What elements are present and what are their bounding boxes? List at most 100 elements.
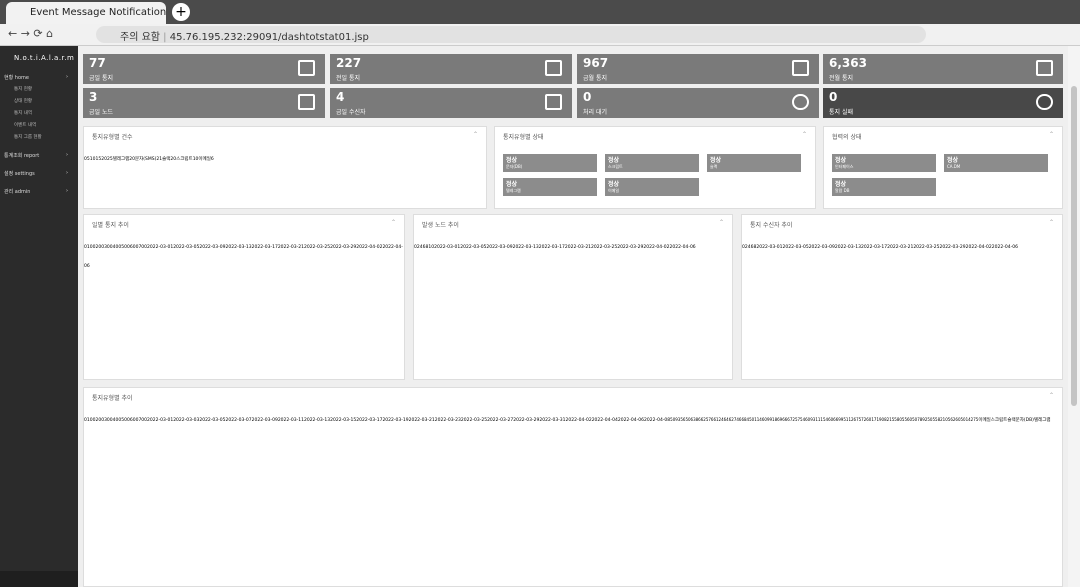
nav-buttons[interactable]: ← → ⟳ ⌂ bbox=[8, 27, 54, 40]
stat-label: 금일 노드 bbox=[89, 109, 113, 116]
chart-panel: 발생 노드 추이 ⌃ 02468102022-03-012022-03-052022… bbox=[413, 214, 733, 380]
data-label: 75 bbox=[856, 417, 862, 422]
x-tick-label: 2022-03-13 bbox=[834, 245, 861, 250]
menu-item[interactable]: 관리 admin bbox=[4, 189, 31, 195]
x-tick-label: 0 bbox=[84, 157, 87, 162]
x-tick-label: 2022-03-23 bbox=[434, 418, 461, 423]
tile-status: 정상 bbox=[506, 157, 518, 164]
menu-item[interactable]: 설정 settings bbox=[4, 171, 35, 177]
y-tick-label: 300 bbox=[104, 418, 113, 423]
data-label: 111 bbox=[815, 417, 823, 422]
submenu-item[interactable]: 통지 그룹 현황 bbox=[14, 135, 42, 140]
url: 45.76.195.232:29091/dashtotstat01.jsp bbox=[169, 32, 369, 43]
stat-icon bbox=[298, 94, 315, 110]
y-tick-label: 8 bbox=[753, 245, 757, 250]
y-tick-label: 400 bbox=[112, 418, 122, 423]
x-tick-label: 20 bbox=[101, 157, 107, 162]
legend-label[interactable]: 문자(DB) bbox=[1015, 418, 1034, 423]
data-label: 72 bbox=[861, 417, 867, 422]
data-label: 50 bbox=[912, 417, 918, 422]
data-label: 75 bbox=[973, 417, 979, 422]
data-label: 63 bbox=[690, 417, 696, 422]
collapse-toggle[interactable]: ⌃ bbox=[1048, 392, 1054, 399]
data-label: 50 bbox=[670, 417, 676, 422]
x-tick-label: 2022-03-15 bbox=[330, 418, 357, 423]
data-label: 105 bbox=[942, 417, 951, 422]
menu-caret: › bbox=[66, 170, 68, 176]
x-tick-label: 2022-03-09 bbox=[486, 245, 513, 250]
y-tick-label: 100 bbox=[86, 418, 96, 423]
submenu-item[interactable]: 이벤트 내역 bbox=[14, 123, 37, 128]
data-label: 60 bbox=[805, 417, 811, 422]
data-label: 82 bbox=[937, 417, 943, 422]
new-tab[interactable]: + bbox=[172, 3, 190, 21]
data-label: 54 bbox=[800, 417, 806, 422]
collapse-toggle[interactable]: ⌃ bbox=[390, 219, 396, 226]
y-tick-label: 300 bbox=[104, 245, 113, 250]
tile-name: 문자(DB) bbox=[506, 164, 523, 169]
x-tick-label: 2022-03-01 bbox=[147, 418, 174, 423]
data-label: 72 bbox=[789, 417, 795, 422]
scrollbar[interactable] bbox=[1068, 46, 1080, 587]
status-tile: 정상 CA.DM bbox=[944, 154, 1048, 172]
tile-status: 정상 bbox=[835, 181, 847, 188]
submenu-item[interactable]: 통지 현황 bbox=[14, 87, 32, 92]
stat-value: 77 bbox=[89, 56, 106, 70]
tile-status: 정상 bbox=[710, 157, 722, 164]
tile-status: 정상 bbox=[608, 181, 620, 188]
legend-label[interactable]: 스크립트 bbox=[990, 418, 1008, 423]
data-label: 84 bbox=[744, 417, 750, 422]
submenu-item[interactable]: 통지 내역 bbox=[14, 111, 32, 116]
data-label: 96 bbox=[779, 417, 785, 422]
chart: 024682022-03-012022-03-052022-03-092022-… bbox=[742, 233, 1018, 252]
status-tile: 정상 인터페이스 bbox=[832, 154, 936, 172]
tile-name: 텔레그램 bbox=[506, 188, 521, 193]
y-tick-label: 100 bbox=[86, 245, 96, 250]
x-tick-label: 2022-03-29 bbox=[939, 245, 966, 250]
data-label: 50 bbox=[960, 417, 966, 422]
collapse-toggle[interactable]: ⌃ bbox=[472, 131, 478, 138]
y-tick-label: 8 bbox=[425, 245, 429, 250]
collapse-toggle[interactable]: ⌃ bbox=[801, 131, 807, 138]
tile-status: 정상 bbox=[835, 157, 847, 164]
legend-label[interactable]: 슬랙 bbox=[1007, 418, 1016, 423]
tile-name: 이메일 bbox=[608, 188, 620, 193]
status-tile: 정상 문자(DB) bbox=[503, 154, 597, 172]
x-tick-label: 2022-03-01 bbox=[434, 245, 461, 250]
stat-card: 967 금월 통지 bbox=[577, 54, 819, 84]
collapse-toggle[interactable]: ⌃ bbox=[718, 219, 724, 226]
url-field[interactable]: 주의 요함 | 45.76.195.232:29091/dashtotstat0… bbox=[96, 26, 926, 43]
x-tick-label: 2022-03-27 bbox=[487, 418, 514, 423]
y-tick-label: 텔레그램 bbox=[112, 157, 130, 162]
legend-label[interactable]: 텔레그램 bbox=[1033, 418, 1051, 423]
collapse-toggle[interactable]: ⌃ bbox=[1048, 219, 1054, 226]
tile-status: 정상 bbox=[947, 157, 959, 164]
y-tick-label: 400 bbox=[112, 245, 122, 250]
data-label: 142 bbox=[965, 417, 974, 422]
stat-label: 금일 수신자 bbox=[336, 109, 366, 116]
stat-card: 77 금일 통지 bbox=[83, 54, 325, 84]
chart-panel: 일별 통지 추이 ⌃ 01002003004005006007002022-03-0… bbox=[83, 214, 405, 380]
collapse-toggle[interactable]: ⌃ bbox=[1048, 131, 1054, 138]
y-tick-label: 2 bbox=[416, 245, 420, 250]
stat-value: 0 bbox=[583, 90, 592, 104]
stat-icon bbox=[1036, 60, 1053, 76]
legend-label[interactable]: 이메일 bbox=[978, 418, 991, 423]
y-tick-label: 200 bbox=[95, 418, 105, 423]
submenu-item[interactable]: 상태 현황 bbox=[14, 99, 32, 104]
x-tick-label: 2022-03-03 bbox=[173, 418, 200, 423]
y-tick-label: 600 bbox=[129, 418, 139, 423]
x-tick-label: 2022-03-17 bbox=[251, 245, 278, 250]
x-tick-label: 25 bbox=[106, 157, 113, 162]
tile-name: 인터페이스 bbox=[835, 164, 854, 169]
browser-tab[interactable]: Event Message Notification Ma bbox=[6, 2, 166, 24]
x-tick-label: 2022-04-06 bbox=[84, 245, 403, 269]
menu-item[interactable]: 현황 home bbox=[4, 75, 29, 81]
chart: 01002003004005006007002022-03-012022-03-… bbox=[84, 406, 1051, 425]
tile-name: 스크립트 bbox=[608, 164, 623, 169]
y-tick-label: 10 bbox=[428, 245, 435, 250]
menu-item[interactable]: 통계조회 report bbox=[4, 153, 40, 159]
stat-icon bbox=[545, 60, 562, 76]
stat-card: 0 처리 대기 bbox=[577, 88, 819, 118]
